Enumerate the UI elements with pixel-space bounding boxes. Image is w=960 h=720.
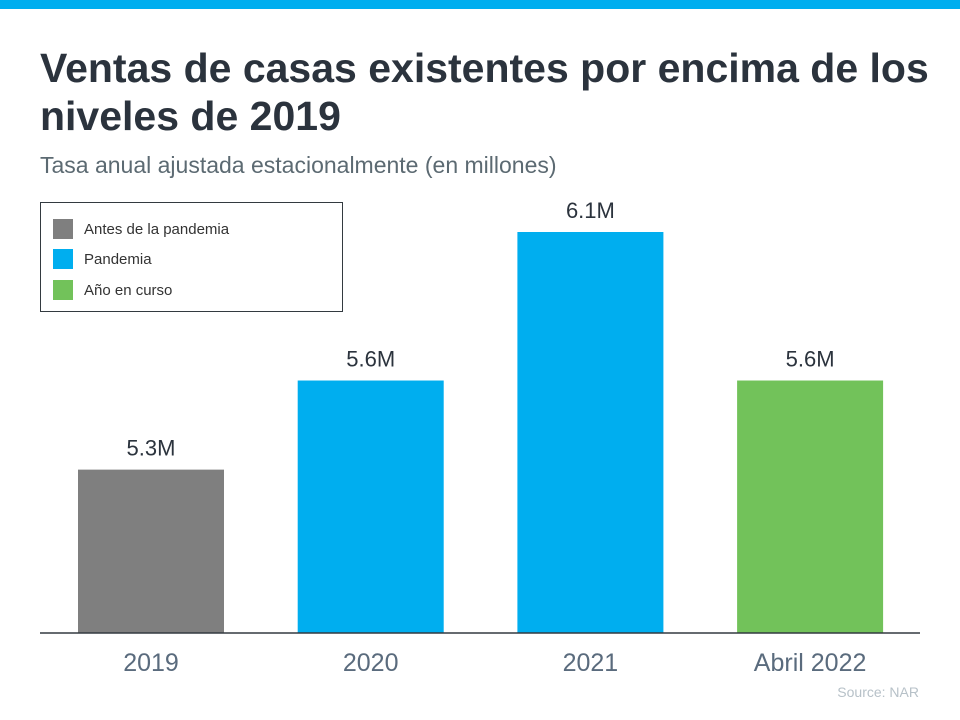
- source-note: Source: NAR: [837, 684, 919, 700]
- bar-abril-2022: [737, 380, 884, 633]
- top-accent-bar: [0, 0, 960, 9]
- x-tick-label: 2019: [123, 649, 179, 677]
- legend-item-ano-en-curso: Año en curso: [53, 280, 172, 300]
- data-label: 5.6M: [786, 347, 835, 372]
- x-tick-label: 2020: [343, 649, 399, 677]
- x-tick-label: 2021: [563, 649, 619, 677]
- legend-item-antes: Antes de la pandemia: [53, 219, 229, 239]
- x-tick-label: Abril 2022: [754, 649, 867, 677]
- legend-label: Pandemia: [84, 250, 152, 268]
- legend-item-pandemia: Pandemia: [53, 249, 152, 269]
- legend: Antes de la pandemia Pandemia Año en cur…: [40, 202, 343, 312]
- legend-label: Año en curso: [84, 281, 173, 299]
- bar-2021: [517, 232, 664, 633]
- data-label: 6.1M: [566, 198, 615, 223]
- chart-subtitle: Tasa anual ajustada estacionalmente (en …: [40, 152, 557, 178]
- chart-title: Ventas de casas existentes por encima de…: [40, 45, 929, 139]
- bar-2019: [78, 469, 224, 633]
- data-label: 5.3M: [127, 436, 176, 461]
- bar-2020: [297, 380, 444, 633]
- legend-swatch: [53, 280, 73, 300]
- data-label: 5.6M: [346, 347, 395, 372]
- legend-swatch: [53, 219, 73, 239]
- legend-swatch: [53, 249, 73, 269]
- legend-label: Antes de la pandemia: [84, 220, 230, 238]
